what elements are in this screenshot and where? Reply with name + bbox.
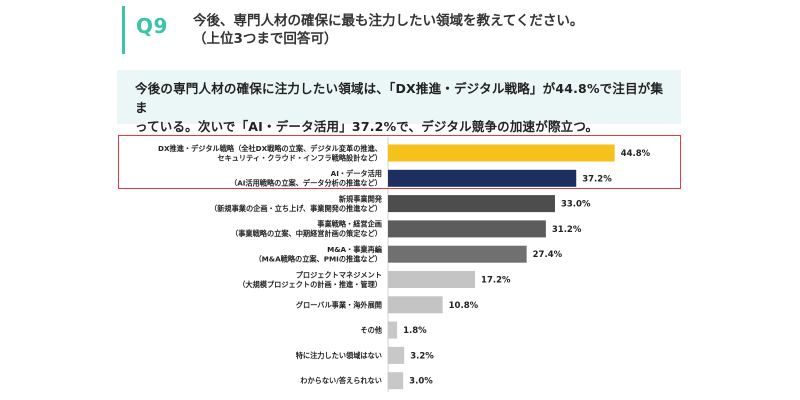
- summary-line-2: っている。次いで「AI・データ活用」37.2%で、デジタル競争の加速が際立つ。: [135, 119, 599, 134]
- category-label-7-line-0: その他: [360, 326, 382, 335]
- category-label-3-line-0: 事業戦略・経営企画: [317, 220, 382, 229]
- category-label-6-line-0: グローバル事業・海外展開: [296, 300, 382, 309]
- value-label-7: 1.8%: [403, 326, 427, 336]
- question-accent-bar: [122, 6, 125, 54]
- bar-6: [388, 296, 443, 314]
- category-label-5-line-0: プロジェクトマネジメント: [296, 270, 382, 279]
- category-label-0-line-1: セキュリティ・クラウド・インフラ戦略設計など）: [217, 153, 382, 162]
- question-line-1: 今後、専門人材の確保に最も注力したい領域を教えてください。: [193, 13, 584, 29]
- highlight-frame: [118, 135, 681, 189]
- category-label-2-line-0: 新規事業開発: [339, 194, 383, 203]
- category-label-1-line-0: AI・データ活用: [331, 169, 382, 178]
- question-line-2: （上位3つまで回答可）: [193, 31, 338, 47]
- category-label-4-line-0: M&A・事業再編: [327, 245, 382, 254]
- value-label-5: 17.2%: [481, 276, 511, 286]
- bar-1: [388, 169, 577, 187]
- value-label-2: 33.0%: [561, 200, 591, 210]
- category-label-8-line-0: 特に注力したい領域はない: [296, 351, 382, 360]
- category-label-9-line-0: わからない/答えられない: [300, 376, 382, 385]
- category-label-2-line-1: （新規事業の企画・立ち上げ、事業開発の推進など）: [210, 204, 382, 213]
- category-label-1-line-1: （AI活用戦略の立案、データ分析の推進など）: [230, 179, 382, 188]
- category-label-0-line-0: DX推進・デジタル戦略（全社DX戦略の立案、デジタル変革の推進、: [158, 144, 382, 153]
- bar-2: [388, 195, 555, 213]
- bar-4: [388, 245, 527, 263]
- question-number: Q9: [136, 14, 168, 38]
- value-label-4: 27.4%: [533, 250, 563, 260]
- question-text: 今後、専門人材の確保に最も注力したい領域を教えてください。 （上位3つまで回答可…: [193, 12, 713, 48]
- bar-3: [388, 220, 546, 238]
- bar-9: [388, 372, 404, 390]
- bar-7: [388, 321, 398, 339]
- value-label-1: 37.2%: [582, 174, 612, 184]
- summary-box: 今後の専門人材の確保に注力したい領域は、「DX推進・デジタル戦略」が44.8%で…: [117, 70, 681, 134]
- category-label-4-line-1: （M&A戦略の立案、PMIの推進など）: [254, 254, 382, 263]
- summary-line-1: 今後の専門人材の確保に注力したい領域は、「DX推進・デジタル戦略」が44.8%で…: [135, 81, 664, 115]
- bar-5: [388, 271, 476, 288]
- value-label-9: 3.0%: [409, 377, 433, 387]
- value-label-3: 31.2%: [552, 225, 582, 235]
- bar-0: [388, 144, 615, 162]
- bar-8: [388, 346, 405, 364]
- category-label-3-line-1: （事業戦略の立案、中期経営計画の策定など）: [231, 229, 382, 238]
- category-label-5-line-1: （大規模プロジェクトの計画・推進・管理）: [238, 280, 382, 289]
- value-label-8: 3.2%: [410, 351, 434, 361]
- value-label-0: 44.8%: [621, 149, 651, 159]
- value-label-6: 10.8%: [449, 301, 479, 311]
